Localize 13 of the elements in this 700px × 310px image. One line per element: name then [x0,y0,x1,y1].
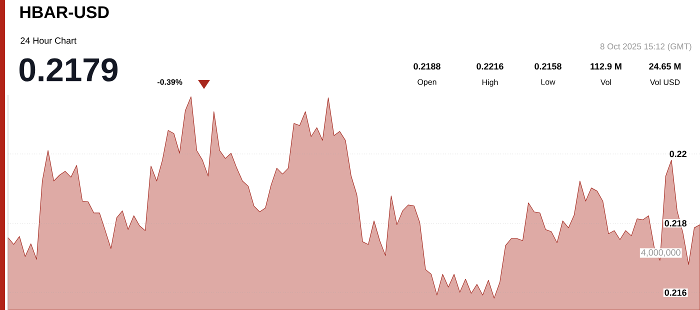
text: 112.9 M [590,63,622,70]
text: 0.2188 [414,63,440,70]
y-tick-label: 0.22 [670,150,686,158]
y-tick-label: 0.216 [664,289,686,296]
y-tick-label: 0.218 [664,220,687,226]
text: 0.2216 [476,63,504,70]
text: 8 Oct 2025 15:12 (GMT) [600,43,692,52]
chart-subtitle: 24 Hour Chart [20,37,76,44]
text: 0.2158 [534,63,562,70]
chart-title: HBAR-USD [20,6,109,18]
text: 0.2179 [20,58,118,82]
text: 24.65 M [649,63,681,70]
annotation: 4,000,000 [641,249,680,257]
